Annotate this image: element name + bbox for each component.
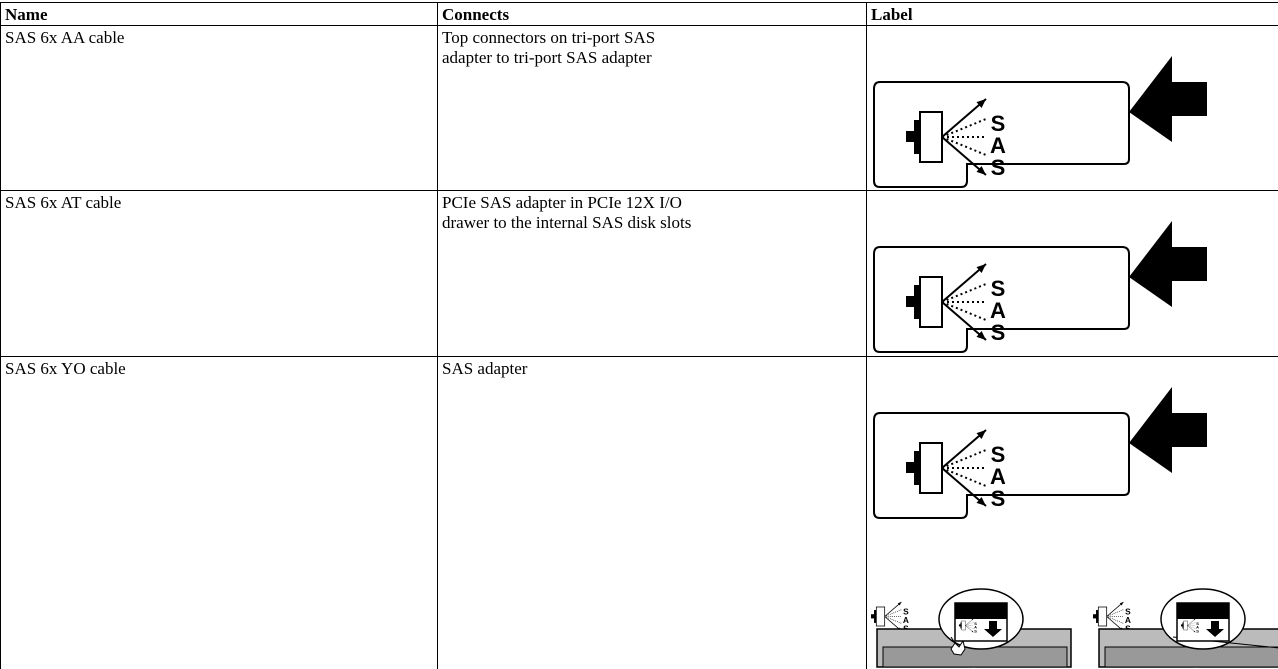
header-row: Name Connects Label	[1, 3, 1278, 26]
header-cell: Label	[867, 3, 1278, 26]
label-icon: SAS	[874, 56, 1207, 187]
ray	[1107, 617, 1124, 624]
ray	[1107, 610, 1124, 617]
label-graphic: SAS	[867, 191, 1278, 356]
ray	[885, 617, 902, 624]
name-cell: SAS 6x AT cable	[1, 191, 438, 357]
label-graphic: SASSASSASSASSAS	[867, 357, 1278, 669]
pointer-arrow	[1129, 221, 1207, 307]
icon-letter: S	[991, 155, 1006, 180]
name-cell: SAS 6x YO cable	[1, 357, 438, 669]
socket	[962, 621, 966, 630]
icon-letter: S	[1196, 629, 1199, 634]
label-cell: SASSASSASSASSAS	[867, 357, 1278, 669]
icon-letter: S	[991, 320, 1006, 345]
socket	[1098, 607, 1106, 626]
pointer-arrow	[1129, 56, 1207, 142]
socket	[920, 112, 942, 162]
name-cell: SAS 6x AA cable	[1, 26, 438, 191]
label-icon: SAS	[874, 221, 1207, 352]
socket	[876, 607, 884, 626]
header-cell: Connects	[438, 3, 867, 26]
socket	[920, 277, 942, 327]
connects-line: SAS adapter	[442, 359, 862, 379]
header-cell: Name	[1, 3, 438, 26]
enclosure-front	[883, 647, 1067, 667]
socket	[1184, 621, 1188, 630]
label-graphic: SAS	[867, 26, 1278, 190]
connects-line: drawer to the internal SAS disk slots	[442, 213, 862, 233]
connects-cell: SAS adapter	[438, 357, 867, 669]
connects-line: adapter to tri-port SAS adapter	[442, 48, 862, 68]
ray	[885, 610, 902, 617]
enclosure-front	[1105, 647, 1278, 667]
pointer-arrow	[1129, 387, 1207, 473]
connects-line: Top connectors on tri-port SAS	[442, 28, 862, 48]
connects-line: PCIe SAS adapter in PCIe 12X I/O	[442, 193, 862, 213]
icon-letter: S	[974, 629, 977, 634]
socket	[920, 443, 942, 493]
mini-card-band	[955, 603, 1007, 619]
label-icon: SAS	[874, 387, 1207, 518]
icon-letter: S	[991, 486, 1006, 511]
mini-card-band	[1177, 603, 1229, 619]
